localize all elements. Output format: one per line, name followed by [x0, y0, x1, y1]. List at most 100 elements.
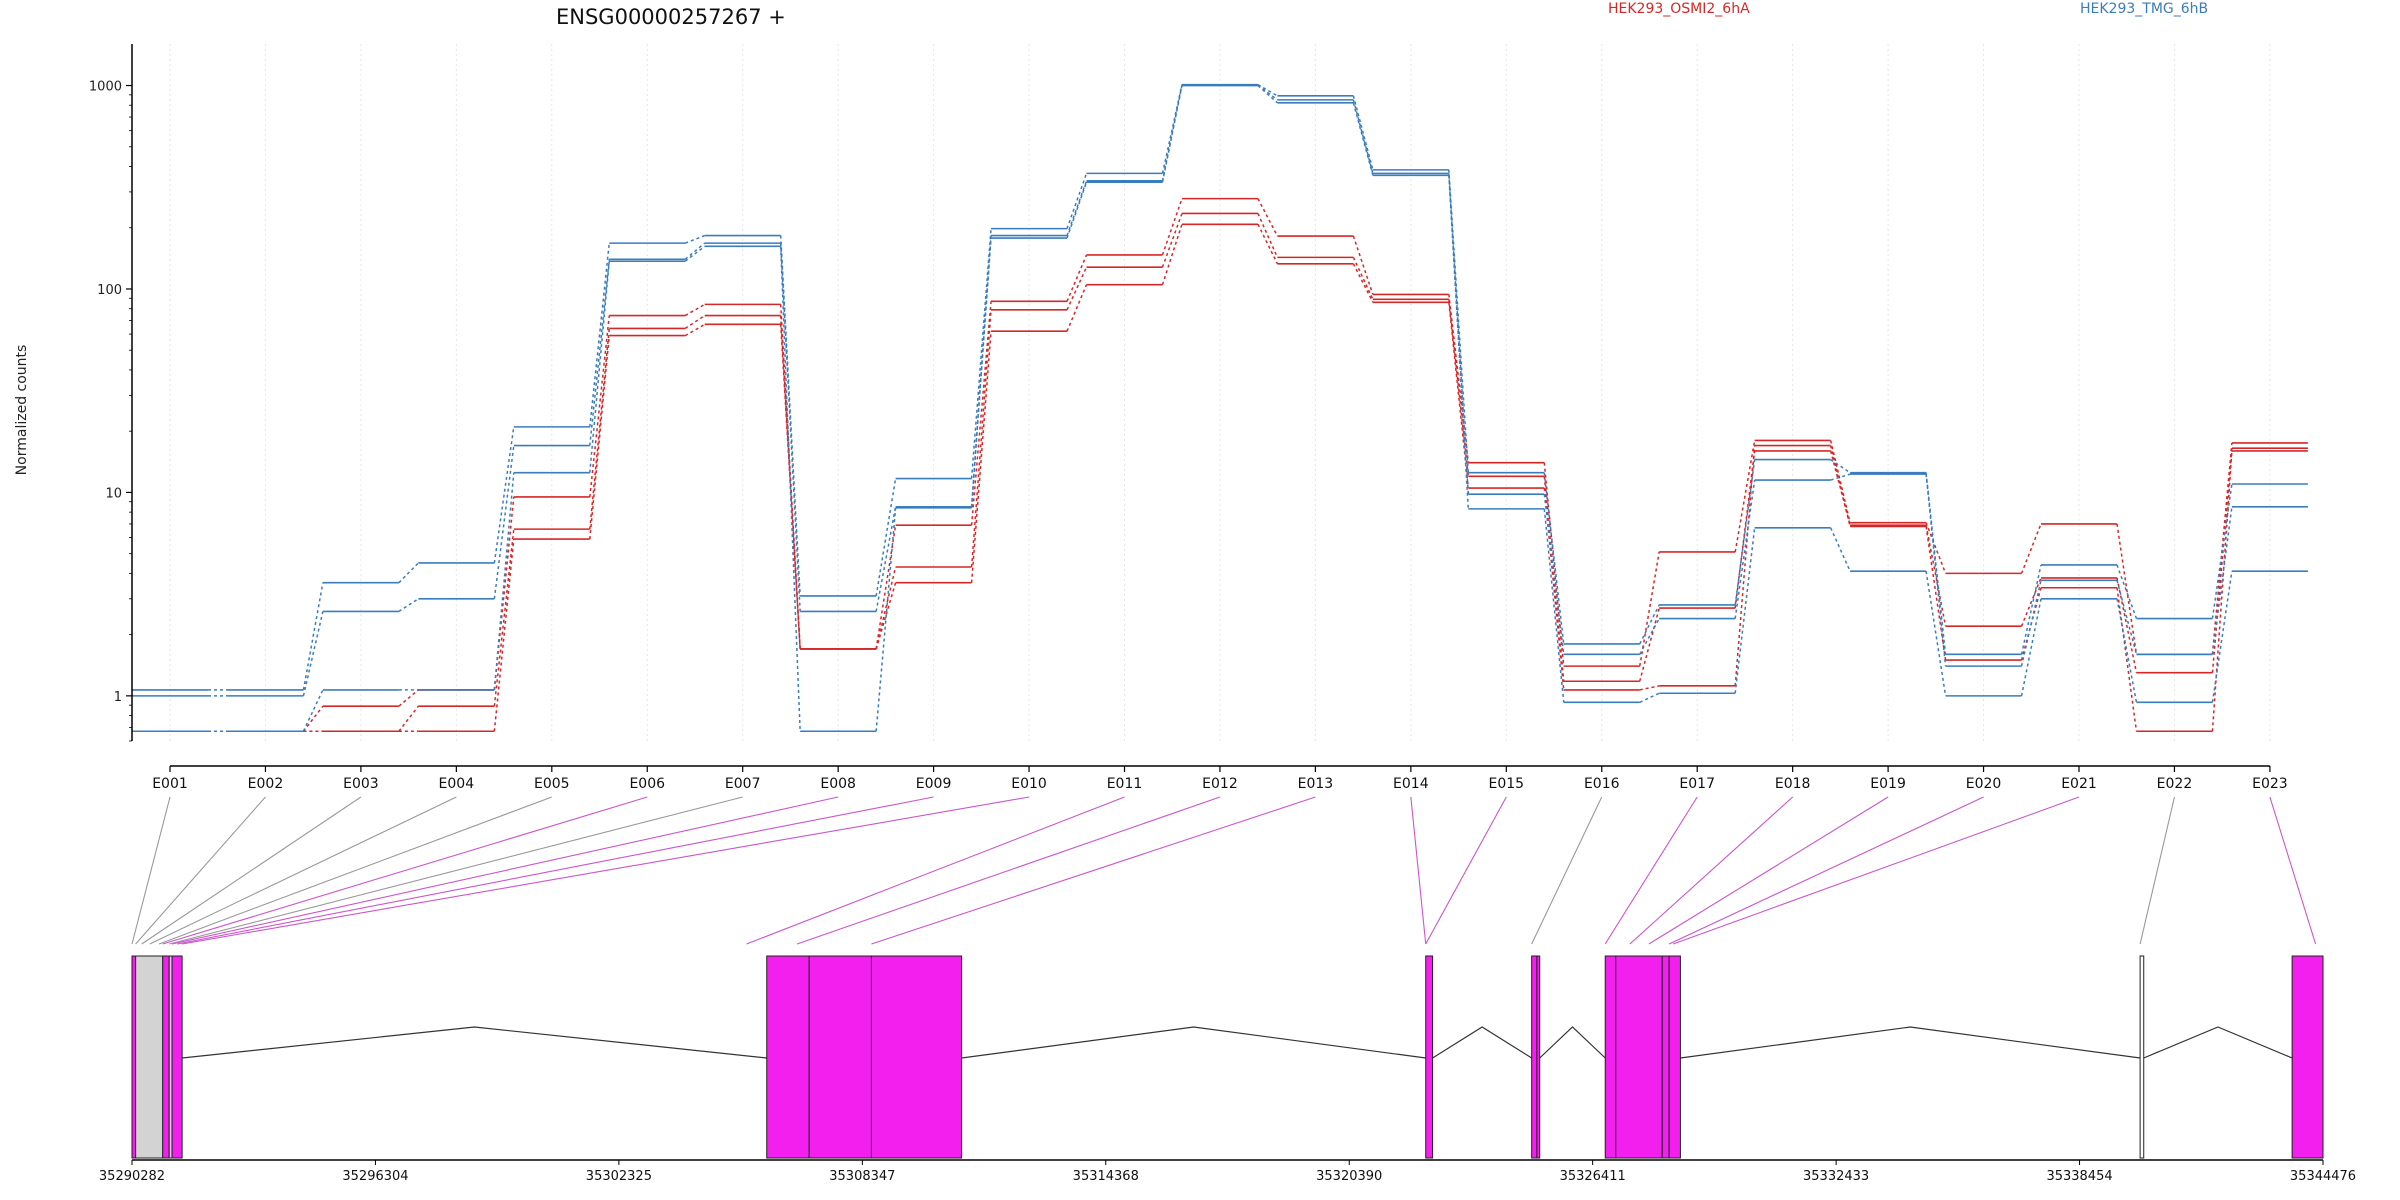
series-transition: [1829, 445, 1851, 527]
series-transition: [1639, 607, 1660, 682]
series-transition: [684, 234, 705, 244]
series-transition: [398, 598, 419, 613]
series-transition: [684, 323, 706, 337]
exon-box: [766, 955, 810, 1159]
connector-line: [871, 796, 1316, 945]
connector-line: [169, 796, 743, 945]
x-tick-label: E007: [725, 776, 761, 792]
series-transition: [1925, 526, 1947, 661]
exon-box: [1531, 955, 1538, 1159]
series-transition: [589, 315, 610, 498]
series-transition: [493, 529, 515, 707]
series-transition: [1352, 95, 1374, 171]
coord-tick-label: 35302325: [586, 1169, 652, 1184]
exon-box: [2139, 955, 2145, 1159]
exon-box: [2291, 955, 2324, 1159]
series-transition: [398, 562, 419, 584]
series-transition: [1448, 169, 1470, 473]
intron-line: [2143, 1026, 2293, 1059]
coord-tick-label: 35308347: [829, 1169, 895, 1184]
series-transition: [1448, 302, 1470, 489]
x-tick-label: E018: [1775, 776, 1811, 792]
series-transition: [875, 478, 897, 597]
series-transition: [2211, 450, 2233, 732]
series-transition: [1639, 685, 1660, 691]
series-transition: [684, 314, 706, 330]
series-transition: [1161, 213, 1183, 268]
series-4: [132, 84, 2308, 733]
series-transition: [1734, 527, 1756, 694]
coord-tick-label: 35332433: [1803, 1169, 1869, 1184]
connector-line: [1668, 796, 1984, 945]
exon-box: [131, 955, 137, 1159]
x-tick-label: E001: [152, 776, 188, 792]
series-transition: [2020, 577, 2042, 627]
exon-box: [870, 955, 963, 1159]
series-transition: [2211, 442, 2233, 655]
series-transition: [1257, 223, 1279, 265]
series-transition: [2020, 580, 2042, 667]
intron-line: [1432, 1026, 1532, 1059]
series-transition: [779, 243, 801, 612]
coord-tick-label: 35290282: [99, 1169, 165, 1184]
series-transition: [398, 705, 419, 732]
series-transition: [1352, 235, 1374, 295]
series-transition: [1257, 84, 1278, 101]
x-tick-label: E002: [248, 776, 284, 792]
x-tick-label: E014: [1393, 776, 1429, 792]
exon-box: [808, 955, 872, 1159]
series-transition: [1352, 102, 1374, 176]
series-transition: [1829, 450, 1851, 526]
exon-box: [171, 955, 183, 1159]
exon-box: [135, 955, 164, 1159]
connector-line: [1648, 796, 1889, 945]
exon-box: [162, 955, 170, 1159]
y-tick-label: 1000: [89, 80, 122, 95]
axes: 1 10 100 1000 E001 E002 E003 E004 E005 E006 E007 E0…: [89, 44, 2288, 792]
series-transition: [1829, 440, 1851, 523]
series-transition: [1925, 472, 1947, 655]
connector-line: [2139, 796, 2175, 945]
series-transition: [1448, 294, 1470, 463]
series-transition: [2211, 571, 2233, 703]
series-transition: [1257, 84, 1278, 104]
coord-tick-label: 35320390: [1316, 1169, 1382, 1184]
series-transition: [1543, 508, 1565, 703]
connector-line: [171, 796, 839, 945]
intron-line: [182, 1026, 767, 1059]
series-transition: [1734, 445, 1756, 686]
series-transition: [2211, 448, 2233, 673]
chart-title: ENSG00000257267 +: [556, 5, 786, 29]
series-transition: [493, 445, 515, 599]
x-tick-label: E017: [1679, 776, 1715, 792]
connector-line: [162, 796, 648, 945]
y-tick-label: 1: [114, 690, 122, 705]
exon-box: [1536, 955, 1541, 1159]
exon-box: [1668, 955, 1681, 1159]
x-tick-label: E003: [343, 776, 379, 792]
series-transition: [1734, 459, 1756, 605]
series-transition: [1543, 472, 1565, 645]
series-transition: [2020, 523, 2042, 574]
x-tick-label: E020: [1966, 776, 2002, 792]
series-transition: [1066, 254, 1088, 302]
connector-line: [131, 796, 171, 945]
series-6: [132, 83, 2308, 691]
x-tick-label: E019: [1870, 776, 1906, 792]
series-transition: [493, 538, 515, 732]
series-transition: [1925, 525, 1947, 627]
series-transition: [1257, 198, 1279, 237]
series-transition: [1066, 180, 1088, 236]
series-lines: [132, 83, 2308, 733]
connector-line: [158, 796, 552, 945]
series-transition: [1352, 99, 1374, 174]
series-transition: [1830, 458, 1851, 474]
connector-line: [149, 796, 457, 945]
series-transition: [1734, 450, 1756, 609]
coord-tick-label: 35344476: [2290, 1169, 2356, 1184]
series-transition: [1543, 494, 1565, 655]
series-5: [132, 84, 2308, 697]
exon-box: [1604, 955, 1617, 1159]
series-transition: [875, 507, 897, 732]
series-transition: [2020, 564, 2042, 655]
